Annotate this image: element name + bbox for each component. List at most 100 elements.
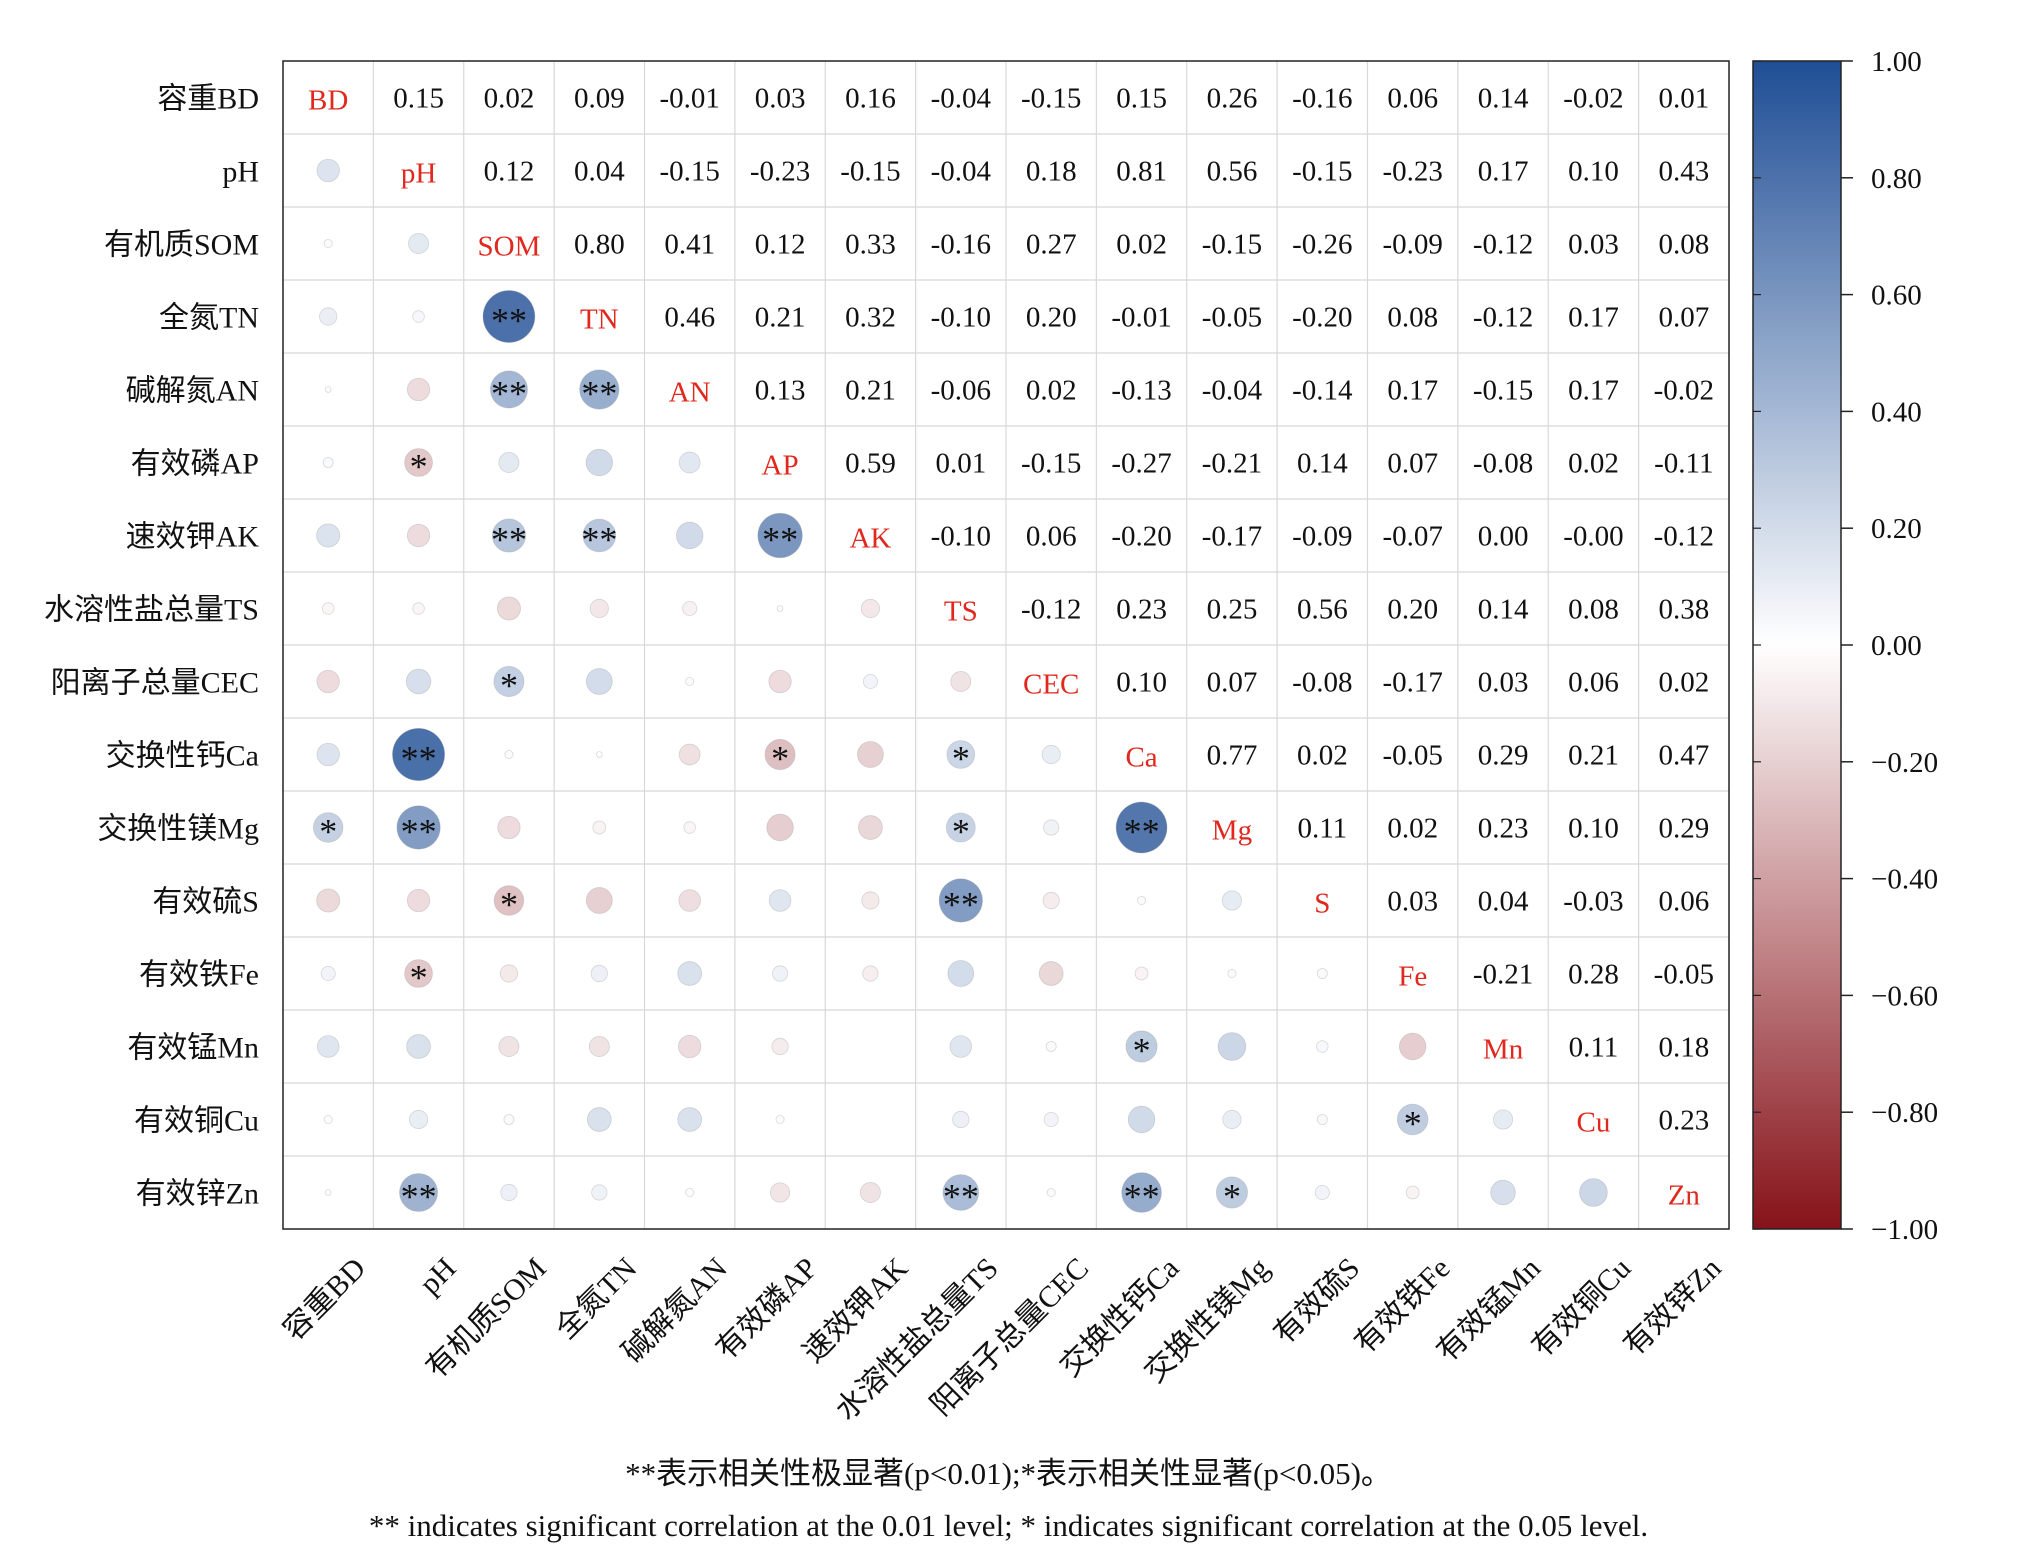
- column-label: pH: [413, 1252, 462, 1301]
- correlation-circle: [497, 815, 521, 840]
- correlation-value: 0.03: [755, 83, 806, 115]
- correlation-value: -0.06: [931, 375, 991, 407]
- correlation-value: -0.09: [1292, 521, 1352, 553]
- correlation-value: 0.25: [1207, 594, 1258, 626]
- correlation-value: -0.17: [1202, 521, 1262, 553]
- correlation-circle: [322, 457, 334, 468]
- footnote-chinese: **表示相关性极显著(p<0.01);*表示相关性显著(p<0.05)。: [625, 1456, 1392, 1491]
- diagonal-label: Mg: [1212, 815, 1252, 847]
- correlation-circle: [412, 602, 425, 615]
- correlation-value: -0.21: [1202, 448, 1262, 480]
- correlation-value: 0.14: [1297, 448, 1348, 480]
- correlation-value: 0.26: [1207, 83, 1258, 115]
- correlation-value: 0.02: [1387, 813, 1438, 845]
- correlation-value: 0.23: [1478, 813, 1529, 845]
- diagonal-label: pH: [401, 158, 437, 190]
- correlation-circle: [392, 728, 446, 782]
- correlation-circle: [1043, 819, 1060, 836]
- significance-star: **: [581, 520, 617, 560]
- correlation-circle: [316, 669, 340, 694]
- correlation-circle: [768, 669, 792, 694]
- row-label: 碱解氮AN: [126, 375, 259, 408]
- correlation-circle: [585, 668, 613, 695]
- correlation-value: 0.02: [1116, 229, 1167, 261]
- correlation-circle: [682, 601, 698, 617]
- correlation-value: -0.12: [1473, 302, 1533, 334]
- correlation-value: -0.26: [1292, 229, 1352, 261]
- column-label: 有效铜Cu: [1526, 1252, 1638, 1364]
- correlation-value: 0.06: [1568, 667, 1619, 699]
- significance-star: **: [491, 374, 527, 414]
- correlation-circle: [323, 1115, 333, 1125]
- footnote-english: ** indicates significant correlation at …: [368, 1508, 1649, 1543]
- correlation-circle: [496, 596, 521, 621]
- correlation-circle: [1227, 969, 1237, 979]
- correlation-circle: [312, 812, 344, 843]
- correlation-value: 0.08: [1568, 594, 1619, 626]
- correlation-value: 0.15: [1116, 83, 1167, 115]
- correlation-circle: [489, 370, 528, 409]
- correlation-value: -0.10: [931, 521, 991, 553]
- row-label: pH: [222, 156, 259, 189]
- correlation-circle: [493, 666, 525, 697]
- correlation-value: -0.12: [1021, 594, 1081, 626]
- correlation-circle: [947, 960, 975, 987]
- correlation-value: -0.14: [1292, 375, 1353, 407]
- correlation-value: -0.20: [1292, 302, 1352, 334]
- correlation-circle: [862, 674, 878, 690]
- correlation-circle: [316, 888, 341, 913]
- correlation-value: 0.14: [1478, 83, 1529, 115]
- correlation-value: 0.03: [1568, 229, 1619, 261]
- correlation-value: -0.17: [1382, 667, 1442, 699]
- colorbar-tick-label: −0.60: [1871, 980, 1938, 1012]
- correlation-circle: [596, 751, 603, 758]
- correlation-circle: [482, 290, 536, 343]
- correlation-value: -0.15: [1202, 229, 1262, 261]
- column-label: 有效锌Zn: [1617, 1252, 1728, 1363]
- diagonal-label: AK: [849, 523, 891, 555]
- correlation-circle: [1127, 1105, 1156, 1134]
- correlation-circle: [952, 1110, 970, 1129]
- significance-star: *: [410, 958, 428, 998]
- diagonal-label: Cu: [1577, 1107, 1611, 1139]
- correlation-circle: [775, 1115, 785, 1125]
- diagonal-label: CEC: [1023, 669, 1079, 701]
- correlation-circle: [592, 820, 607, 835]
- colorbar-ticks: 1.00 0.80 0.60 0.40 0.20 0.00 −0.20 −0.40 −0.60 −…: [1753, 46, 1938, 1246]
- correlation-value: -0.15: [1292, 156, 1352, 188]
- correlation-circle: [677, 1107, 703, 1132]
- colorbar-tick-label: 0.00: [1871, 630, 1922, 662]
- correlation-circle: [945, 812, 976, 843]
- plot-border: [282, 60, 1730, 1230]
- correlation-circle: [1115, 801, 1168, 854]
- correlation-circle: [1314, 1185, 1330, 1201]
- correlation-value: -0.02: [1563, 83, 1623, 115]
- correlation-value: 0.46: [664, 302, 715, 334]
- correlation-value: -0.15: [1473, 375, 1533, 407]
- correlation-value: 0.17: [1568, 302, 1619, 334]
- correlation-circle: [323, 238, 333, 248]
- correlation-value: 0.12: [484, 156, 535, 188]
- diagonal-label: Mn: [1483, 1034, 1524, 1066]
- correlation-circle: [408, 233, 430, 254]
- correlation-circle: [770, 1182, 791, 1203]
- correlation-value: -0.12: [1473, 229, 1533, 261]
- significance-star: *: [410, 447, 428, 487]
- correlation-circle: [857, 741, 884, 768]
- significance-star: **: [491, 301, 527, 341]
- column-labels: 容重BD pH有机质SOM全氮TN碱解氮AN有效磷AP速效钾AK水溶性盐总量TS阳…: [277, 1251, 1728, 1427]
- correlation-value: 0.81: [1116, 156, 1167, 188]
- correlation-value: 0.08: [1387, 302, 1438, 334]
- correlation-circle: [1490, 1179, 1516, 1206]
- correlation-heatmap: ********************* *** *********** **0.1…: [44, 46, 1938, 1427]
- correlation-value: 0.23: [1658, 1105, 1709, 1137]
- correlation-circle: [590, 964, 608, 983]
- correlation-circle: [493, 885, 525, 916]
- correlation-circle: [399, 1173, 438, 1212]
- correlation-circle: [771, 965, 789, 982]
- diagonal-label: BD: [308, 85, 348, 117]
- correlation-circle: [685, 677, 695, 687]
- correlation-value: 0.02: [1026, 375, 1077, 407]
- colorbar-tick-label: 0.80: [1871, 163, 1922, 195]
- correlation-circle: [757, 512, 803, 559]
